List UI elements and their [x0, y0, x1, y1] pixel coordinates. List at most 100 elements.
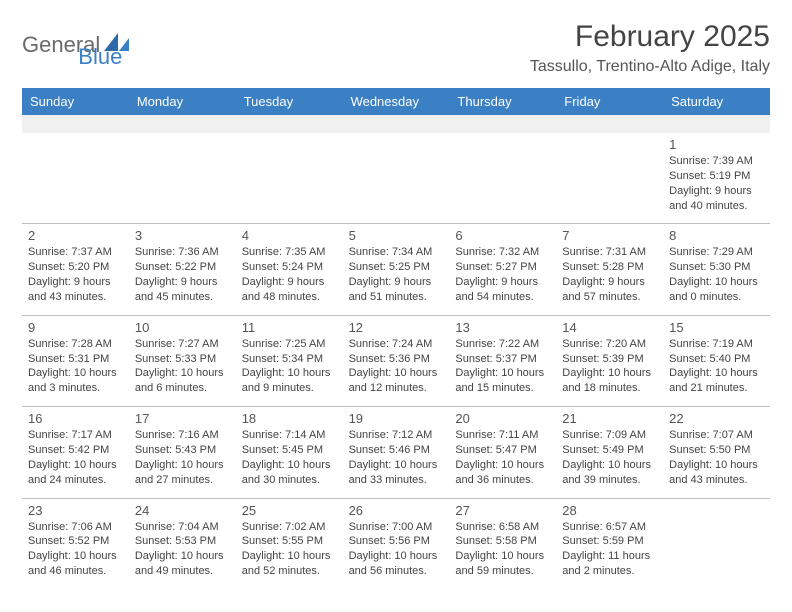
- page-title: February 2025: [530, 20, 770, 54]
- dow-sat: Saturday: [663, 88, 770, 115]
- calendar-cell: 27 Sunrise: 6:58 AMSunset: 5:58 PMDayligh…: [449, 499, 556, 589]
- daylight-text: Daylight: 10 hours and 36 minutes.: [455, 458, 550, 488]
- sunset-text: Sunset: 5:58 PM: [455, 534, 550, 549]
- sunrise-text: Sunrise: 7:22 AM: [455, 337, 550, 352]
- calendar-cell: 12Sunrise: 7:24 AMSunset: 5:36 PMDayligh…: [343, 316, 450, 406]
- calendar-cell: [663, 499, 770, 589]
- daylight-text: Daylight: 10 hours and 39 minutes.: [562, 458, 657, 488]
- daylight-text: Daylight: 10 hours and 15 minutes.: [455, 366, 550, 396]
- day-number: 21: [562, 411, 657, 426]
- calendar-cell: 23Sunrise: 7:06 AMSunset: 5:52 PMDayligh…: [22, 499, 129, 589]
- day-number: 10: [135, 320, 230, 335]
- sunrise-text: Sunrise: 7:39 AM: [669, 154, 764, 169]
- sunset-text: Sunset: 5:20 PM: [28, 260, 123, 275]
- daylight-text: Daylight: 10 hours and 6 minutes.: [135, 366, 230, 396]
- calendar-cell: [129, 133, 236, 223]
- sunset-text: Sunset: 5:55 PM: [242, 534, 337, 549]
- calendar-cell: 28 Sunrise: 6:57 AMSunset: 5:59 PMDayligh…: [556, 499, 663, 589]
- title-block: February 2025 Tassullo, Trentino-Alto Ad…: [530, 20, 770, 76]
- day-number: 15: [669, 320, 764, 335]
- calendar-cell: 16Sunrise: 7:17 AMSunset: 5:42 PMDayligh…: [22, 407, 129, 497]
- sunrise-text: Sunrise: 7:06 AM: [28, 520, 123, 535]
- sunset-text: Sunset: 5:19 PM: [669, 169, 764, 184]
- sunrise-text: Sunrise: 7:37 AM: [28, 245, 123, 260]
- calendar-cell: 2Sunrise: 7:37 AMSunset: 5:20 PMDaylight…: [22, 224, 129, 314]
- calendar-cell: [236, 133, 343, 223]
- daylight-text: Daylight: 11 hours and 2 minutes.: [562, 549, 657, 579]
- daylight-text: Daylight: 9 hours and 43 minutes.: [28, 275, 123, 305]
- day-number: 22: [669, 411, 764, 426]
- sunrise-text: Sunrise: 7:09 AM: [562, 428, 657, 443]
- day-number: 1: [669, 137, 764, 152]
- calendar-cell: 9Sunrise: 7:28 AMSunset: 5:31 PMDaylight…: [22, 316, 129, 406]
- day-number: 7: [562, 228, 657, 243]
- daylight-text: Daylight: 10 hours and 52 minutes.: [242, 549, 337, 579]
- calendar-week: 1 Sunrise: 7:39 AMSunset: 5:19 PMDaylight…: [22, 133, 770, 223]
- calendar-cell: 10Sunrise: 7:27 AMSunset: 5:33 PMDayligh…: [129, 316, 236, 406]
- day-number: 19: [349, 411, 444, 426]
- header: General Blue February 2025 Tassullo, Tre…: [22, 20, 770, 76]
- sunset-text: Sunset: 5:56 PM: [349, 534, 444, 549]
- day-number: 3: [135, 228, 230, 243]
- sunset-text: Sunset: 5:22 PM: [135, 260, 230, 275]
- calendar-cell: [556, 133, 663, 223]
- sunset-text: Sunset: 5:36 PM: [349, 352, 444, 367]
- dow-thu: Thursday: [449, 88, 556, 115]
- daylight-text: Daylight: 10 hours and 33 minutes.: [349, 458, 444, 488]
- day-number: 27: [455, 503, 550, 518]
- logo-word2: Blue: [78, 44, 122, 70]
- day-number: 28: [562, 503, 657, 518]
- location: Tassullo, Trentino-Alto Adige, Italy: [530, 58, 770, 76]
- sunrise-text: Sunrise: 7:31 AM: [562, 245, 657, 260]
- logo: General Blue: [22, 20, 122, 70]
- calendar-cell: [343, 133, 450, 223]
- sunrise-text: Sunrise: 7:32 AM: [455, 245, 550, 260]
- day-number: 8: [669, 228, 764, 243]
- sunrise-text: Sunrise: 7:29 AM: [669, 245, 764, 260]
- daylight-text: Daylight: 10 hours and 18 minutes.: [562, 366, 657, 396]
- day-number: 6: [455, 228, 550, 243]
- sunrise-text: Sunrise: 7:16 AM: [135, 428, 230, 443]
- sunset-text: Sunset: 5:27 PM: [455, 260, 550, 275]
- calendar-cell: 19Sunrise: 7:12 AMSunset: 5:46 PMDayligh…: [343, 407, 450, 497]
- calendar-cell: 3Sunrise: 7:36 AMSunset: 5:22 PMDaylight…: [129, 224, 236, 314]
- sunset-text: Sunset: 5:50 PM: [669, 443, 764, 458]
- sunset-text: Sunset: 5:42 PM: [28, 443, 123, 458]
- daylight-text: Daylight: 9 hours and 57 minutes.: [562, 275, 657, 305]
- day-number: 14: [562, 320, 657, 335]
- daylight-text: Daylight: 10 hours and 59 minutes.: [455, 549, 550, 579]
- calendar-cell: 5Sunrise: 7:34 AMSunset: 5:25 PMDaylight…: [343, 224, 450, 314]
- daylight-text: Daylight: 9 hours and 54 minutes.: [455, 275, 550, 305]
- calendar-cell: 1 Sunrise: 7:39 AMSunset: 5:19 PMDaylight…: [663, 133, 770, 223]
- sunset-text: Sunset: 5:31 PM: [28, 352, 123, 367]
- calendar-week: 16Sunrise: 7:17 AMSunset: 5:42 PMDayligh…: [22, 406, 770, 497]
- daylight-text: Daylight: 10 hours and 21 minutes.: [669, 366, 764, 396]
- calendar-body: 1Sunrise: 7:39 AMSunset: 5:19 PMDaylight…: [22, 115, 770, 589]
- sunset-text: Sunset: 5:46 PM: [349, 443, 444, 458]
- calendar-cell: 6 Sunrise: 7:32 AMSunset: 5:27 PMDaylight…: [449, 224, 556, 314]
- sunset-text: Sunset: 5:39 PM: [562, 352, 657, 367]
- daylight-text: Daylight: 10 hours and 27 minutes.: [135, 458, 230, 488]
- sunrise-text: Sunrise: 7:02 AM: [242, 520, 337, 535]
- calendar-cell: 15Sunrise: 7:19 AMSunset: 5:40 PMDayligh…: [663, 316, 770, 406]
- sunrise-text: Sunrise: 6:57 AM: [562, 520, 657, 535]
- day-of-week-header: Sunday Monday Tuesday Wednesday Thursday…: [22, 88, 770, 115]
- dow-fri: Friday: [556, 88, 663, 115]
- sunset-text: Sunset: 5:37 PM: [455, 352, 550, 367]
- day-number: 5: [349, 228, 444, 243]
- dow-sun: Sunday: [22, 88, 129, 115]
- sunset-text: Sunset: 5:40 PM: [669, 352, 764, 367]
- daylight-text: Daylight: 9 hours and 40 minutes.: [669, 184, 764, 214]
- sunrise-text: Sunrise: 7:20 AM: [562, 337, 657, 352]
- sunrise-text: Sunrise: 6:58 AM: [455, 520, 550, 535]
- calendar-cell: 20Sunrise: 7:11 AMSunset: 5:47 PMDayligh…: [449, 407, 556, 497]
- day-number: 4: [242, 228, 337, 243]
- sunset-text: Sunset: 5:28 PM: [562, 260, 657, 275]
- calendar-cell: 11Sunrise: 7:25 AMSunset: 5:34 PMDayligh…: [236, 316, 343, 406]
- sunset-text: Sunset: 5:59 PM: [562, 534, 657, 549]
- calendar-cell: 22Sunrise: 7:07 AMSunset: 5:50 PMDayligh…: [663, 407, 770, 497]
- sunrise-text: Sunrise: 7:14 AM: [242, 428, 337, 443]
- daylight-text: Daylight: 10 hours and 3 minutes.: [28, 366, 123, 396]
- calendar-cell: 26Sunrise: 7:00 AMSunset: 5:56 PMDayligh…: [343, 499, 450, 589]
- daylight-text: Daylight: 10 hours and 24 minutes.: [28, 458, 123, 488]
